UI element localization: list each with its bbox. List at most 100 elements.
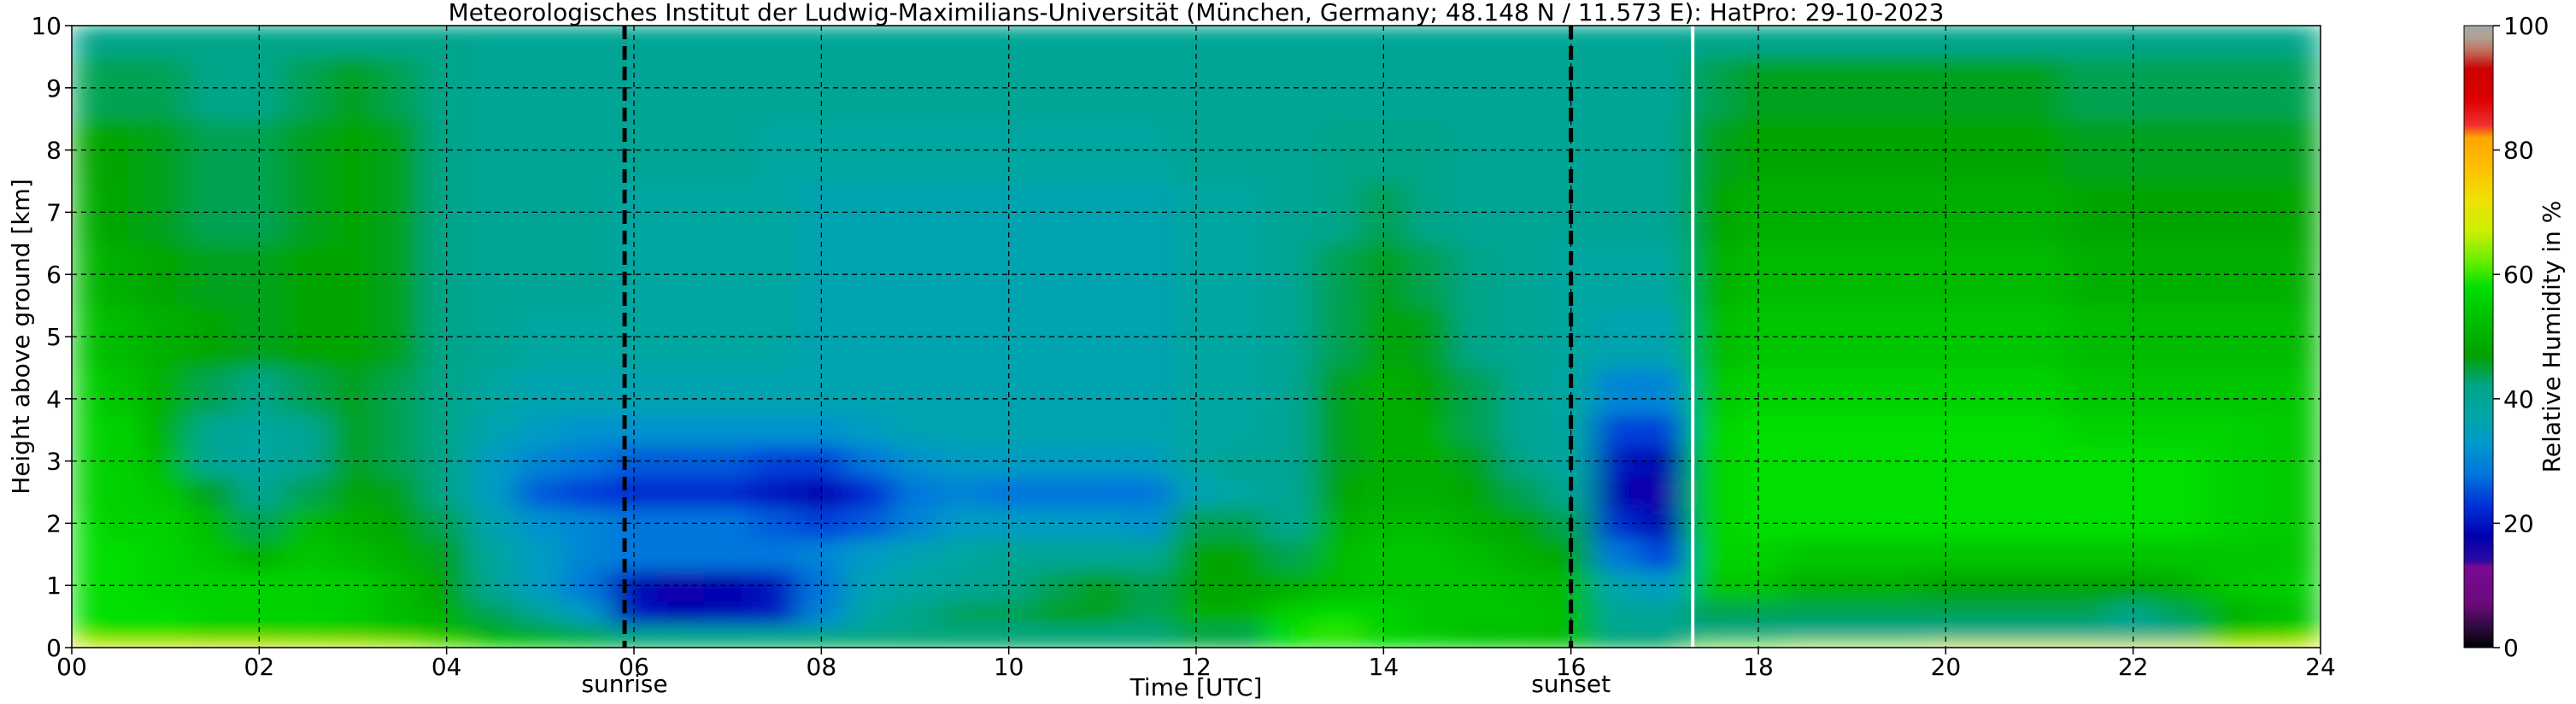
x-tick-label: 22: [2118, 653, 2149, 681]
heatmap-cell: [95, 414, 144, 447]
heatmap-cell: [2297, 639, 2321, 648]
heatmap-cell: [1266, 601, 1315, 625]
heatmap-cell: [516, 538, 565, 571]
heatmap-cell: [1313, 601, 1361, 625]
heatmap-cell: [610, 476, 659, 509]
heatmap-cell: [189, 639, 237, 648]
heatmap-cell: [2250, 639, 2298, 648]
y-tick-label: 8: [46, 137, 62, 165]
heatmap-cell: [844, 26, 893, 58]
heatmap-cell: [1406, 414, 1455, 447]
heatmap-cell: [72, 367, 97, 415]
heatmap-cell: [1219, 639, 1268, 648]
heatmap-cell: [2203, 639, 2251, 648]
heatmap-cell: [2110, 639, 2158, 648]
heatmap-cell: [189, 601, 237, 625]
heatmap-cell: [189, 414, 237, 447]
heatmap-cell: [2250, 624, 2298, 641]
heatmap-cell: [1640, 639, 1689, 648]
y-axis-label: Height above ground [km]: [7, 179, 35, 495]
heatmap-cell: [751, 538, 799, 571]
heatmap-cell: [142, 624, 191, 641]
heatmap-cell: [142, 367, 191, 415]
heatmap-cell: [1687, 367, 1736, 415]
heatmap-cell: [1781, 601, 1830, 625]
heatmap-cell: [1125, 601, 1174, 625]
heatmap-cell: [610, 26, 659, 58]
colorbar-gradient: [2463, 25, 2494, 648]
y-tick-label: 3: [46, 448, 62, 476]
heatmap-cell: [2063, 538, 2111, 571]
heatmap-cell: [2063, 639, 2111, 648]
x-axis: 00 02 04 06 08 10 12 14 16 18 20 22 24: [56, 648, 2336, 681]
heatmap-cell: [938, 639, 987, 648]
heatmap-cell: [235, 476, 284, 509]
heatmap-cell: [1828, 601, 1877, 625]
heatmap-cell: [376, 624, 425, 641]
heatmap-cell: [1594, 624, 1642, 641]
heatmap-cell: [1687, 414, 1736, 447]
heatmap-cell: [751, 367, 799, 415]
heatmap-cell: [2063, 367, 2111, 415]
y-tick-label: 0: [46, 634, 62, 662]
heatmap-cell: [1453, 538, 1502, 571]
heatmap-cell: [516, 601, 565, 625]
heatmap-cell: [1406, 624, 1455, 641]
heatmap-cell: [329, 601, 378, 625]
x-tick-label: 14: [1369, 653, 1399, 681]
heatmap-cell: [2016, 624, 2064, 641]
heatmap-cell: [2063, 624, 2111, 641]
heatmap-cell: [891, 570, 940, 602]
heatmap-cell: [1687, 26, 1736, 58]
heatmap-cell: [376, 601, 425, 625]
heatmap-cell: [2203, 26, 2251, 58]
colorbar-tick-label: 60: [2503, 261, 2534, 289]
heatmap-cell: [1266, 476, 1315, 509]
x-tick-label: 24: [2305, 653, 2336, 681]
heatmap-cell: [516, 624, 565, 641]
heatmap-cell: [2156, 639, 2204, 648]
y-tick-label: 6: [46, 261, 62, 289]
heatmap-cell: [1875, 414, 1923, 447]
heatmap-cell: [95, 26, 144, 58]
heatmap-cell: [891, 56, 940, 120]
heatmap-cell: [751, 601, 799, 625]
heatmap-cell: [2016, 414, 2064, 447]
heatmap-cell: [1313, 639, 1361, 648]
heatmap-cell: [563, 538, 612, 571]
heatmap-cell: [563, 367, 612, 415]
heatmap-cell: [1781, 639, 1830, 648]
x-tick-label: 00: [56, 653, 87, 681]
heatmap-cell: [470, 601, 518, 625]
heatmap-cell: [704, 601, 753, 625]
heatmap-cell: [563, 26, 612, 58]
heatmap-cell: [1266, 414, 1315, 447]
heatmap-cell: [1313, 624, 1361, 641]
heatmap-cell: [2016, 26, 2064, 58]
heatmap-cell: [2063, 476, 2111, 509]
heatmap-cell: [1313, 538, 1361, 571]
heatmap-cell: [1687, 639, 1736, 648]
heatmap-cell: [1687, 601, 1736, 625]
heatmap-cell: [1406, 367, 1455, 415]
time-markers: sunrise sunset: [581, 26, 1695, 698]
heatmap-cell: [1828, 538, 1877, 571]
heatmap-cell: [2297, 476, 2321, 509]
heatmap-cell: [797, 639, 846, 648]
heatmap-cell: [891, 445, 940, 478]
heatmap-cell: [938, 367, 987, 415]
heatmap-cell: [1969, 601, 2017, 625]
sunset-label: sunset: [1531, 670, 1611, 698]
x-tick-label: 20: [1931, 653, 1962, 681]
heatmap-cell: [1078, 414, 1127, 447]
heatmap-cell: [1219, 538, 1268, 571]
heatmap-cell: [1453, 639, 1502, 648]
heatmap-cell: [2063, 601, 2111, 625]
heatmap-cell: [2297, 538, 2321, 571]
heatmap-cell: [1640, 601, 1689, 625]
heatmap-cell: [2110, 26, 2158, 58]
heatmap-cell: [891, 476, 940, 509]
heatmap-cell: [1594, 538, 1642, 571]
heatmap-cell: [1078, 476, 1127, 509]
heatmap-cell: [1828, 639, 1877, 648]
